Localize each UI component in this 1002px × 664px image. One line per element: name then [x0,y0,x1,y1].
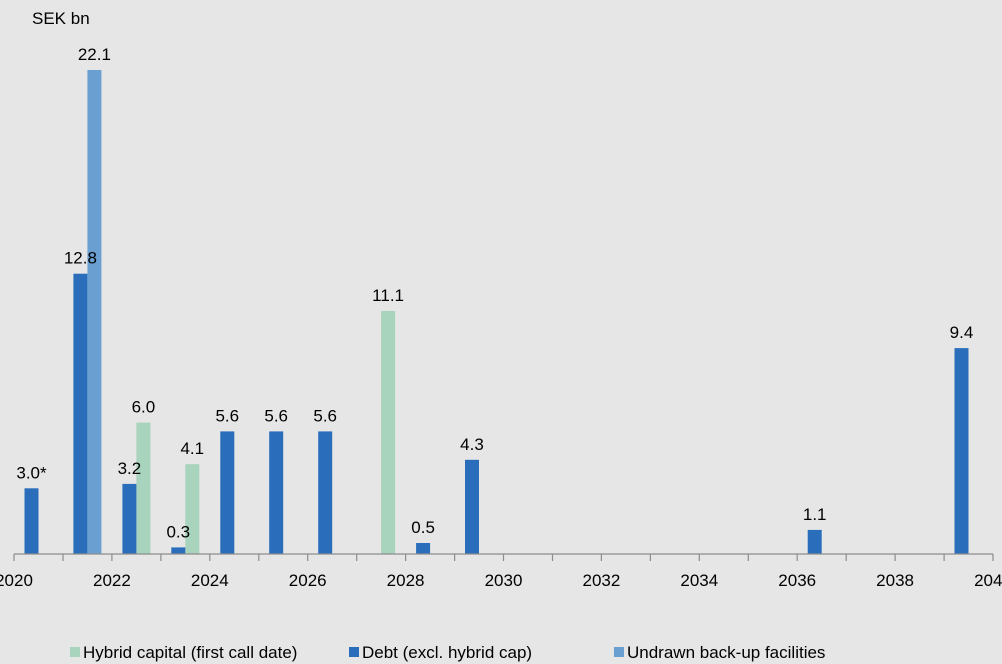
x-tick-label: 2032 [582,571,620,590]
bar-series0-2023 [185,464,200,554]
data-label: 5.6 [313,406,337,425]
bar-series2-2021 [87,70,102,554]
data-label: 11.1 [372,286,404,305]
bar-series1-2036 [807,529,822,554]
data-label: 5.6 [215,406,239,425]
bar-series1-2023 [171,547,186,554]
data-label: 6.0 [132,398,156,417]
data-label: 4.1 [180,439,204,458]
bar-series0-2022 [136,422,151,554]
data-label: 3.0* [16,463,47,482]
unit-label: SEK bn [32,9,90,28]
bars-group [24,70,969,554]
bar-series1-2039 [954,348,969,554]
bar-series1-2026 [318,431,333,554]
x-tick-label: 2038 [876,571,914,590]
bar-series1-2029 [465,459,479,554]
bar-series1-2022 [122,483,137,554]
x-tick-label: 2022 [93,571,131,590]
legend-swatch [349,647,359,657]
data-label: 3.2 [118,459,142,478]
x-ticks-group [13,554,994,561]
data-label: 5.6 [264,406,288,425]
x-tick-label: 2036 [778,571,816,590]
bar-series1-2025 [269,431,284,554]
legend-swatch [70,647,80,657]
bar-series1-2024 [220,431,235,554]
bar-series1-2028 [416,543,431,554]
x-tick-label: 2034 [680,571,718,590]
bar-series1-2021 [73,273,88,554]
legend-swatch [614,647,624,657]
data-label: 9.4 [950,323,974,342]
legend-label: Debt (excl. hybrid cap) [362,643,532,662]
legend-label: Hybrid capital (first call date) [83,643,297,662]
x-tick-label: 2030 [485,571,523,590]
data-labels-group: 6.0 4.1 11.1 3.0* 12.8 3.2 0.3 5.6 5.6 5.6 0.5 4.3 1… [16,45,973,541]
legend-label: Undrawn back-up facilities [627,643,825,662]
data-label: 0.3 [166,522,190,541]
legend: Hybrid capital (first call date) Debt (ex… [70,643,825,662]
x-tick-label: 2028 [387,571,425,590]
x-tick-label: 2026 [289,571,327,590]
x-tick-label: 2024 [191,571,229,590]
data-label: 1.1 [803,505,827,524]
bar-series0-2027 [381,310,396,554]
x-tick-label: 2040 [974,571,1002,590]
data-label: 0.5 [411,518,435,537]
bar-series1-2020 [24,488,39,554]
data-label: 4.3 [460,435,484,454]
data-label: 22.1 [78,45,111,64]
data-label: 12.8 [64,249,97,268]
